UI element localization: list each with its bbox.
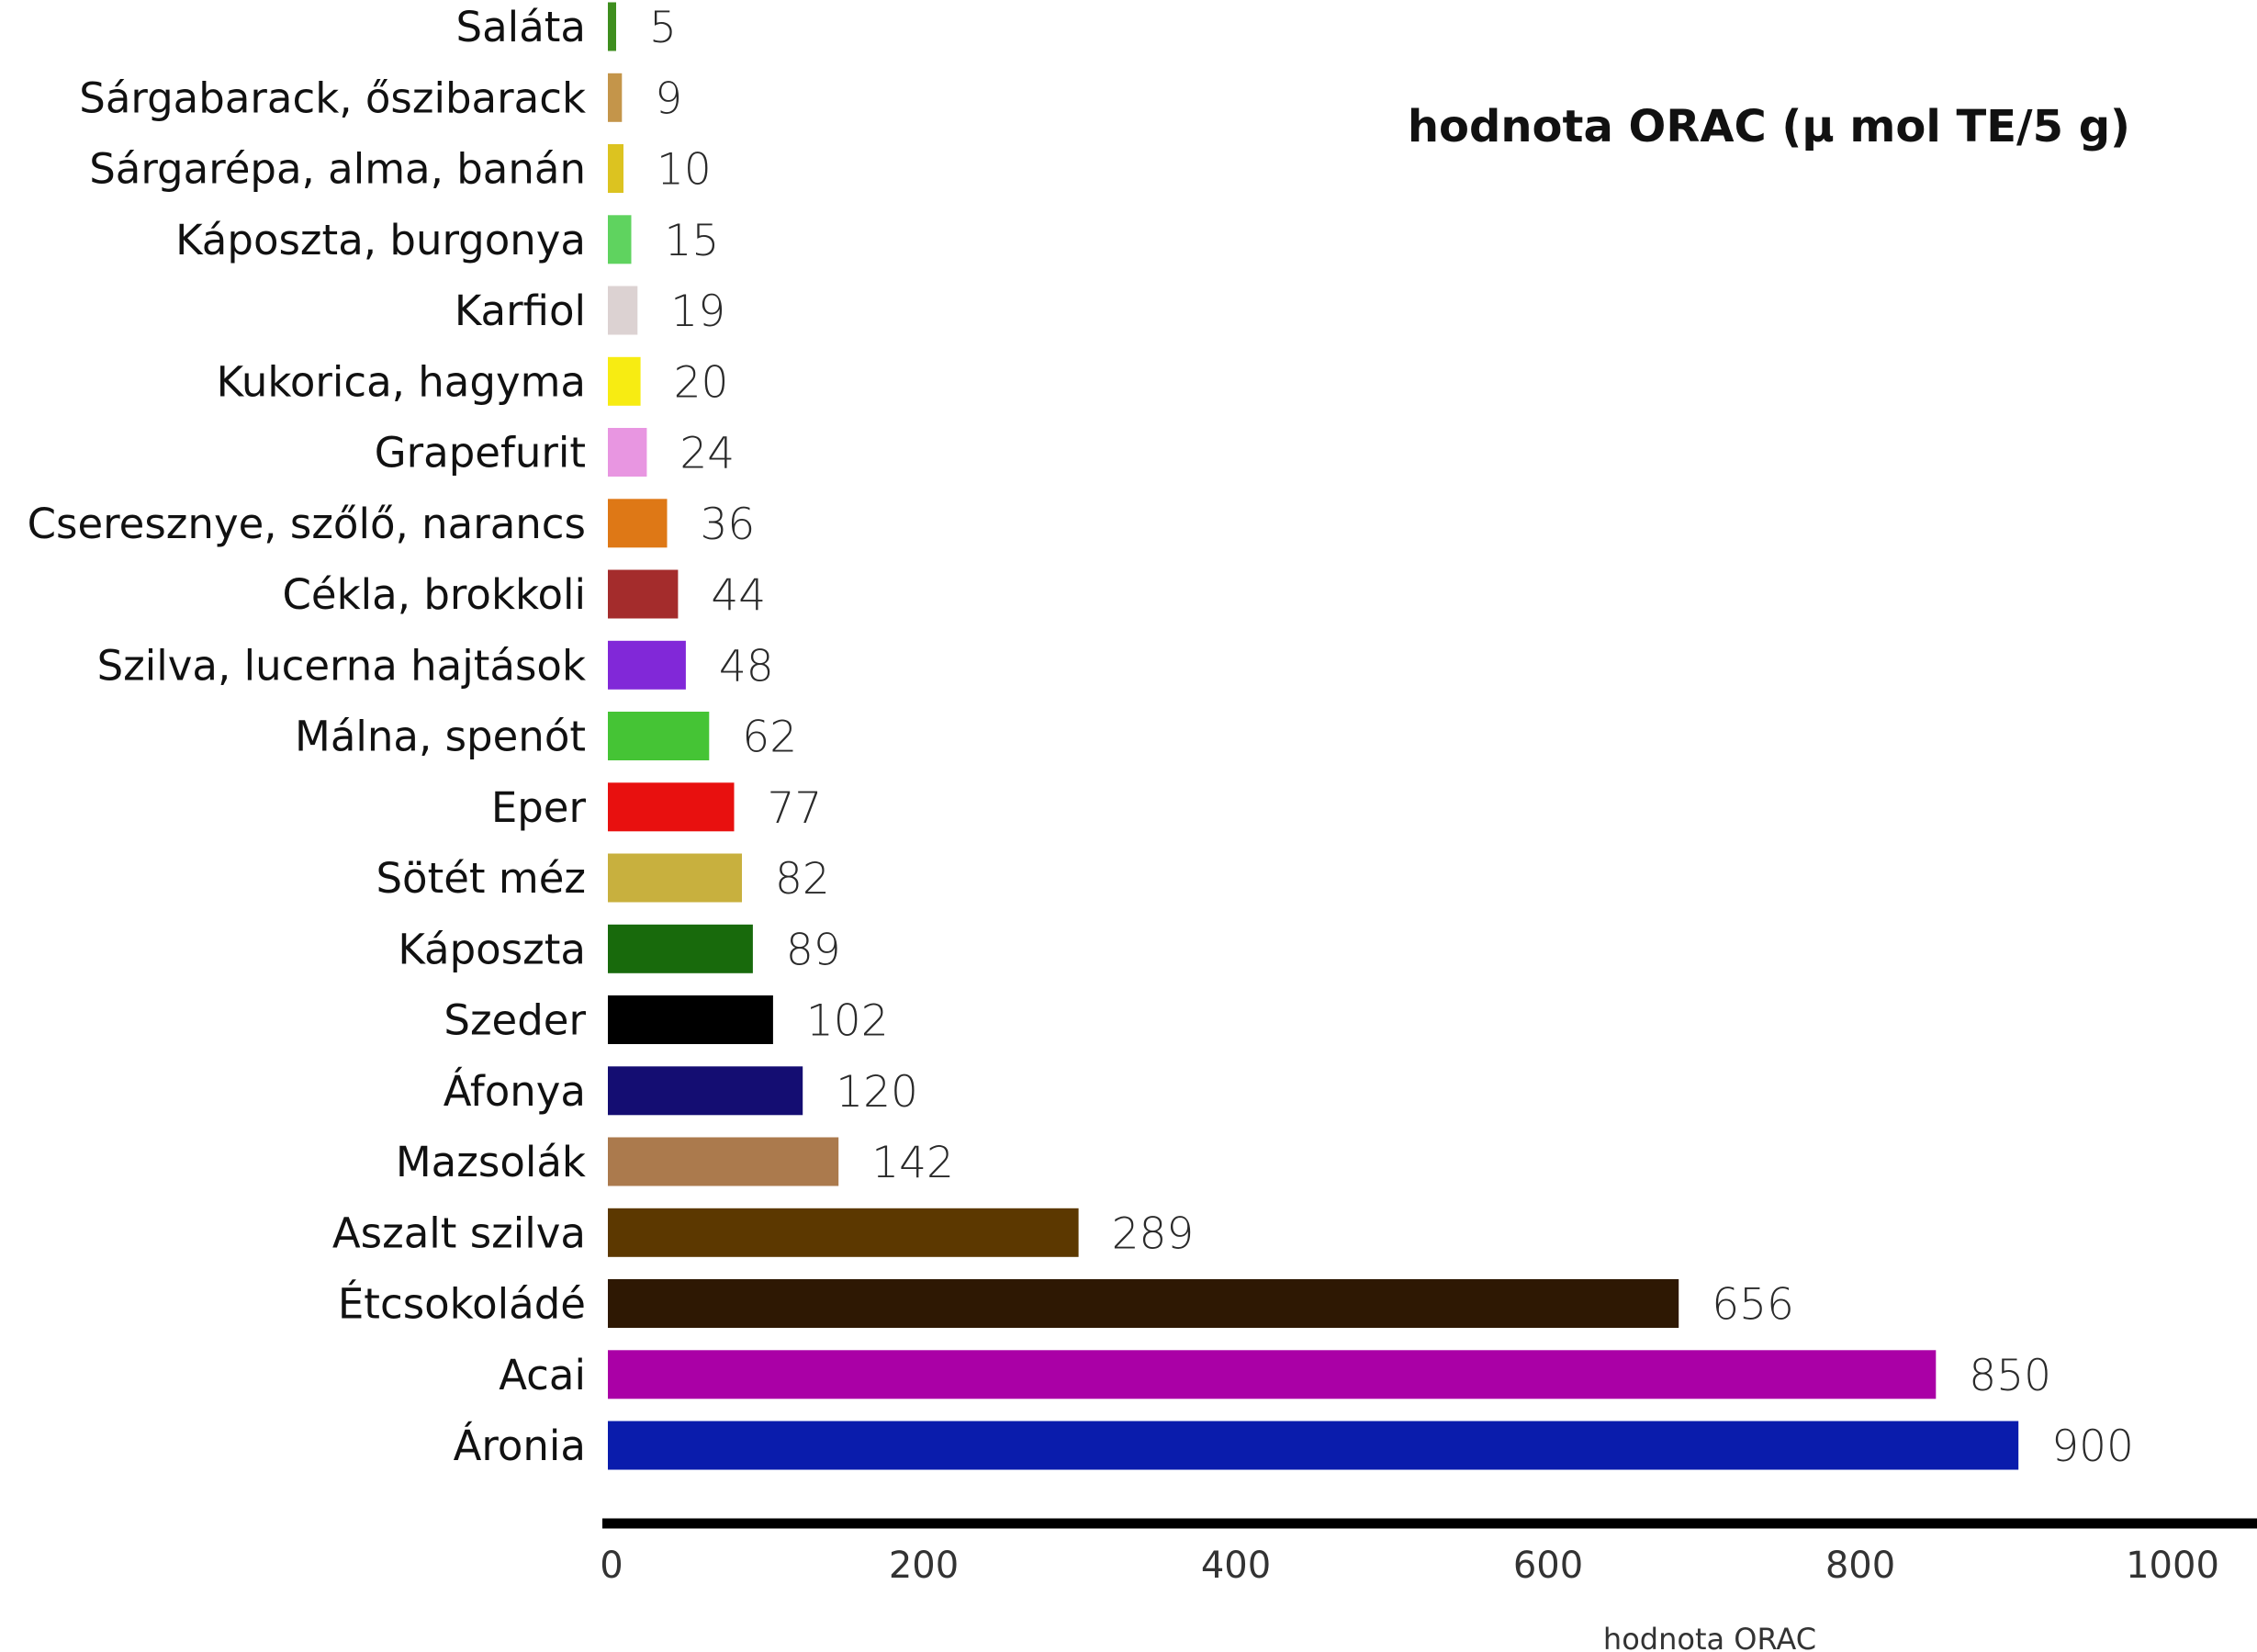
bar	[608, 853, 742, 903]
category-label: Cékla, brokkoli	[282, 570, 586, 619]
x-tick-label: 200	[889, 1545, 959, 1587]
bar	[608, 499, 668, 548]
category-label: Káposzta	[398, 925, 586, 973]
value-label: 48	[719, 641, 774, 691]
category-label: Káposzta, burgonya	[175, 216, 586, 264]
x-tick-label: 1000	[2126, 1545, 2219, 1587]
category-label: Étcsokoládé	[338, 1280, 586, 1329]
bar	[608, 1066, 803, 1116]
x-tick-label: 400	[1201, 1545, 1271, 1587]
x-tick-label: 0	[600, 1545, 623, 1587]
bar	[608, 428, 647, 477]
category-label: Mazsolák	[396, 1138, 586, 1186]
value-label: 142	[871, 1138, 954, 1188]
bar	[608, 286, 638, 335]
value-label: 36	[701, 500, 756, 550]
x-tick-label: 600	[1513, 1545, 1583, 1587]
category-label: Sárgabarack, őszibarack	[79, 73, 586, 122]
x-axis: 0 200 400 600 800 1000	[600, 1518, 2257, 1587]
value-label: 289	[1112, 1208, 1195, 1259]
bar	[608, 640, 686, 690]
category-label: Cseresznye, szőlő, narancs	[28, 500, 586, 548]
bar	[608, 712, 710, 760]
bars-layer: Saláta 5 Sárgabarack, őszibarack 9 Sárgarépa…	[28, 2, 2134, 1472]
value-label: 89	[786, 925, 841, 975]
bar	[608, 2, 616, 51]
value-label: 120	[836, 1067, 918, 1118]
value-label: 656	[1712, 1280, 1794, 1331]
value-label: 850	[1969, 1351, 2051, 1401]
chart-title: hodnota ORAC (μ mol TE/5 g)	[1408, 101, 2130, 152]
category-label: Áronia	[454, 1422, 586, 1470]
bar	[608, 1137, 839, 1186]
bar	[608, 1350, 1937, 1399]
value-label: 15	[665, 216, 720, 266]
bar	[608, 569, 679, 619]
category-label: Szeder	[444, 996, 586, 1045]
bar	[608, 356, 641, 406]
category-label: Sötét méz	[376, 854, 586, 903]
category-label: Sárgarépa, alma, banán	[89, 145, 586, 194]
value-label: 20	[674, 357, 729, 408]
x-axis-title: hodnota ORAC	[1603, 1622, 1816, 1652]
category-label: Grapefurit	[375, 429, 586, 478]
category-label: Szilva, lucerna hajtások	[97, 641, 586, 690]
value-label: 77	[768, 783, 823, 834]
category-label: Eper	[491, 783, 587, 832]
value-label: 24	[679, 429, 735, 479]
bar	[608, 924, 753, 973]
category-label: Saláta	[456, 3, 586, 51]
value-label: 102	[806, 996, 889, 1047]
category-label: Áfonya	[444, 1067, 586, 1116]
category-label: Aszalt szilva	[332, 1208, 586, 1257]
bar	[608, 1208, 1079, 1257]
bar	[608, 782, 735, 832]
value-label: 62	[742, 713, 797, 763]
bar	[608, 73, 623, 122]
value-label: 900	[2051, 1422, 2134, 1472]
value-label: 5	[649, 3, 677, 53]
category-label: Karfiol	[455, 287, 586, 335]
bar	[608, 995, 773, 1044]
category-label: Acai	[499, 1351, 586, 1399]
value-label: 9	[655, 73, 682, 124]
bar	[608, 144, 623, 193]
bar	[608, 1421, 2019, 1470]
bar	[608, 1279, 1679, 1328]
category-label: Kukorica, hagyma	[217, 357, 586, 406]
category-label: Málna, spenót	[295, 713, 586, 761]
value-label: 19	[670, 287, 725, 337]
bar	[608, 215, 632, 264]
value-label: 44	[711, 570, 766, 621]
value-label: 82	[775, 854, 830, 905]
x-tick-label: 800	[1825, 1545, 1895, 1587]
value-label: 10	[657, 145, 712, 196]
